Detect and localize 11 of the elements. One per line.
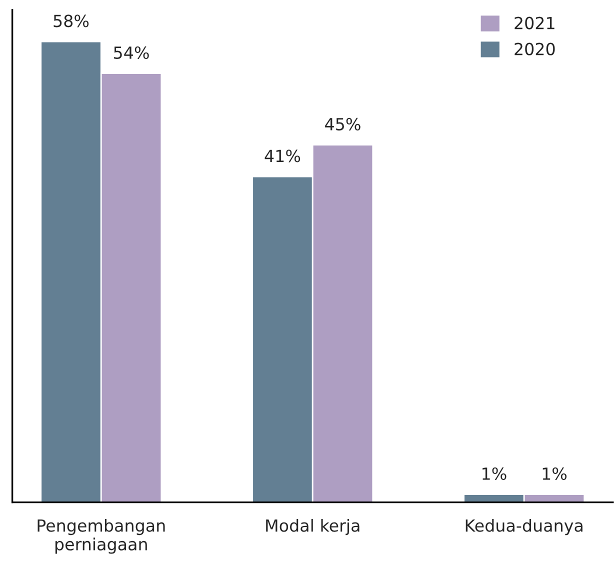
data-label: 1% bbox=[542, 467, 567, 480]
x-tick-label: Kedua-duanya bbox=[466, 518, 582, 536]
legend-label: 2020 bbox=[514, 42, 555, 56]
x-tick-label: Modal kerja bbox=[266, 518, 360, 536]
data-label: 41% bbox=[264, 150, 300, 162]
legend-label: 2021 bbox=[514, 16, 554, 30]
data-label: 54% bbox=[114, 46, 149, 59]
data-label: 1% bbox=[482, 467, 506, 480]
data-label: 45% bbox=[325, 118, 360, 130]
data-label: 58% bbox=[54, 14, 89, 28]
x-tick-label: Pengembangan perniagaan bbox=[38, 518, 165, 554]
